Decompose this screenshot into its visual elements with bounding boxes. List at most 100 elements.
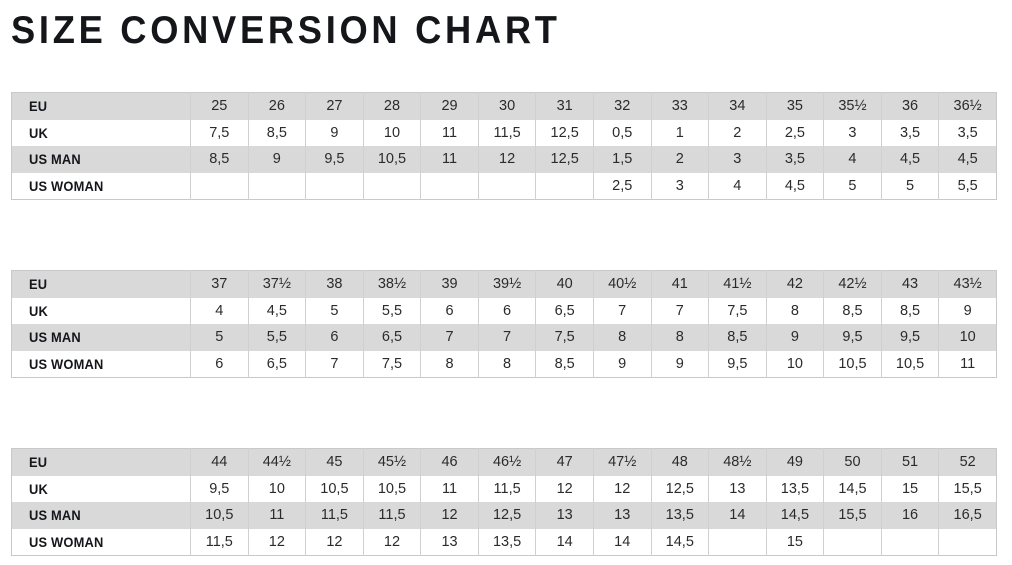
row-label-text: UK (29, 124, 48, 141)
table-row: US MAN 8,5 9 9,5 10,5 11 12 12,5 1,5 2 3 3,5 4 4,5 4,5 (11, 146, 997, 173)
size-cell (535, 172, 594, 200)
size-cell: 7 (593, 297, 652, 324)
size-cell: 15,5 (938, 475, 997, 502)
size-cell: 4 (708, 172, 767, 200)
size-cell: 10 (766, 350, 825, 378)
size-cell: 51 (881, 448, 940, 476)
row-label-text: US WOMAN (29, 355, 104, 372)
size-cell: 3,5 (881, 119, 940, 146)
size-table-3: EU 44 44½ 45 45½ 46 46½ 47 47½ 48 48½ 49 50 51 52 UK 9,5… (11, 448, 997, 556)
size-cell: 12 (420, 502, 479, 529)
size-cell: 14,5 (766, 502, 825, 529)
size-cell: 11 (248, 502, 307, 529)
size-cell: 27 (305, 92, 364, 120)
size-cell: 29 (420, 92, 479, 120)
row-label-uk: UK (11, 475, 191, 502)
row-label-text: UK (29, 480, 48, 497)
size-cell: 12,5 (535, 146, 594, 173)
size-cell (363, 172, 422, 200)
size-cell: 30 (478, 92, 537, 120)
size-cell: 42 (766, 270, 825, 298)
size-cell: 0,5 (593, 119, 652, 146)
size-cell: 4,5 (938, 146, 997, 173)
row-label-text: US MAN (29, 507, 81, 523)
size-cell: 1,5 (593, 146, 652, 173)
row-label-us-woman: US WOMAN (11, 528, 191, 556)
size-cell (190, 172, 249, 200)
size-cell: 39 (420, 270, 479, 298)
size-cell: 35 (766, 92, 825, 120)
size-cell: 42½ (823, 270, 882, 298)
size-cell: 40½ (593, 270, 652, 298)
size-cell: 39½ (478, 270, 537, 298)
size-cell: 47½ (593, 448, 652, 476)
size-cell: 3 (823, 119, 882, 146)
row-label-uk: UK (11, 297, 191, 324)
row-label-text: US WOMAN (29, 177, 104, 194)
size-cell: 2,5 (766, 119, 825, 146)
size-cell: 8,5 (190, 146, 249, 173)
size-cell: 8 (766, 297, 825, 324)
size-cell: 49 (766, 448, 825, 476)
size-cell: 9 (593, 350, 652, 378)
size-cell: 15,5 (823, 502, 882, 529)
size-table-block-3: EU 44 44½ 45 45½ 46 46½ 47 47½ 48 48½ 49 50 51 52 UK 9,5… (11, 448, 997, 556)
size-cell: 10 (363, 119, 422, 146)
size-cell: 7 (478, 324, 537, 351)
size-cell: 4,5 (766, 172, 825, 200)
size-table-block-1: EU 25 26 27 28 29 30 31 32 33 34 35 35½ 36 36½ UK 7,5 8,5… (11, 92, 997, 200)
row-label-text: US MAN (29, 329, 81, 345)
size-table-2: EU 37 37½ 38 38½ 39 39½ 40 40½ 41 41½ 42 42½ 43 43½ UK 4… (11, 270, 997, 378)
size-cell: 8,5 (248, 119, 307, 146)
size-cell: 37 (190, 270, 249, 298)
row-label-text: US WOMAN (29, 533, 104, 550)
size-cell: 37½ (248, 270, 307, 298)
size-cell: 3,5 (766, 146, 825, 173)
size-cell: 12,5 (651, 475, 710, 502)
size-cell: 38 (305, 270, 364, 298)
size-cell: 14 (708, 502, 767, 529)
size-cell: 1 (651, 119, 710, 146)
size-cell: 8 (478, 350, 537, 378)
size-cell (305, 172, 364, 200)
size-cell: 46½ (478, 448, 537, 476)
size-cell: 10,5 (305, 475, 364, 502)
size-cell: 14,5 (651, 528, 710, 556)
size-cell: 9,5 (823, 324, 882, 351)
size-cell: 34 (708, 92, 767, 120)
size-cell (881, 528, 940, 556)
size-cell: 7,5 (535, 324, 594, 351)
row-label-text: US MAN (29, 151, 81, 167)
size-cell: 9,5 (190, 475, 249, 502)
size-cell: 7,5 (190, 119, 249, 146)
size-cell: 11,5 (478, 119, 537, 146)
row-label-eu: EU (11, 92, 191, 120)
size-cell: 7,5 (363, 350, 422, 378)
row-label-text: EU (29, 98, 48, 114)
size-cell: 48 (651, 448, 710, 476)
row-label-us-woman: US WOMAN (11, 350, 191, 378)
row-label-us-woman: US WOMAN (11, 172, 191, 200)
size-cell: 7 (420, 324, 479, 351)
size-cell: 13 (420, 528, 479, 556)
size-cell: 10,5 (363, 475, 422, 502)
size-cell: 44 (190, 448, 249, 476)
size-cell: 14 (535, 528, 594, 556)
size-cell: 31 (535, 92, 594, 120)
table-row: US MAN 10,5 11 11,5 11,5 12 12,5 13 13 13,5 14 14,5… (11, 502, 997, 529)
size-cell: 11,5 (190, 528, 249, 556)
size-cell: 32 (593, 92, 652, 120)
size-cell: 14 (593, 528, 652, 556)
size-cell: 15 (881, 475, 940, 502)
size-cell: 2,5 (593, 172, 652, 200)
table-row: UK 9,5 10 10,5 10,5 11 11,5 12 12 12,5 13 13,5 14,5 1… (11, 475, 997, 502)
row-label-text: EU (29, 276, 48, 292)
size-cell: 38½ (363, 270, 422, 298)
size-cell: 36½ (938, 92, 997, 120)
size-cell: 11 (420, 146, 479, 173)
size-cell: 8 (651, 324, 710, 351)
size-cell: 6,5 (363, 324, 422, 351)
size-cell: 28 (363, 92, 422, 120)
size-cell: 5,5 (938, 172, 997, 200)
size-cell: 25 (190, 92, 249, 120)
